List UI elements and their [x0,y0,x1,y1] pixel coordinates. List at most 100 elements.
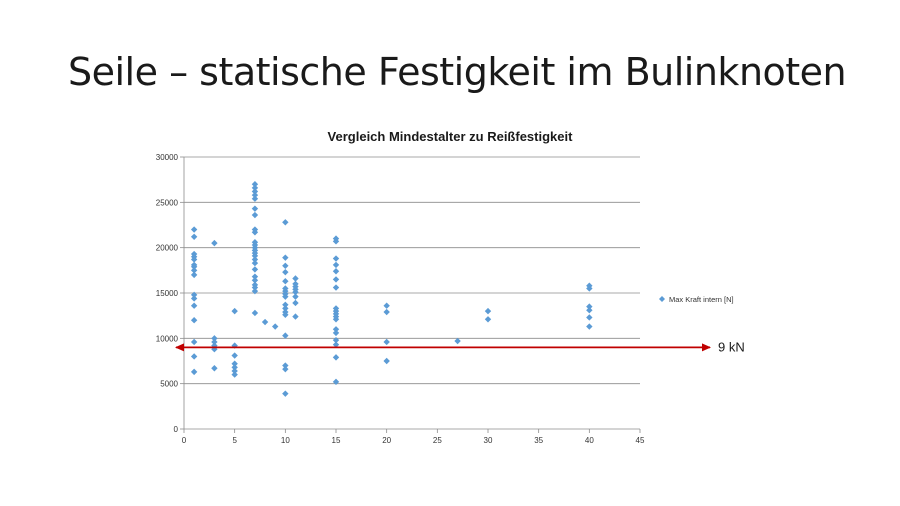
data-point [231,360,238,367]
data-point [332,336,340,344]
data-point [261,318,269,326]
data-point [251,195,259,202]
data-point [332,255,340,262]
data-point [292,293,299,300]
data-point [454,337,461,345]
data-point [282,293,289,300]
data-point [586,285,593,292]
x-tick-label: 45 [636,436,645,445]
x-tick-label: 5 [232,436,237,445]
data-point [251,284,259,291]
data-point [332,378,340,386]
data-point [586,323,593,330]
y-tick-label: 15000 [156,289,179,298]
data-point [231,352,238,359]
data-point [282,365,289,373]
data-point [292,288,299,296]
y-tick-label: 30000 [156,153,179,162]
data-point [251,205,259,212]
data-point [251,188,259,195]
data-point [251,259,259,267]
data-points [190,181,593,397]
y-tick-label: 20000 [156,244,179,253]
x-tick-label: 25 [433,436,442,445]
grid [184,156,640,385]
data-point [251,273,259,280]
data-point [383,338,390,346]
data-point [190,256,198,263]
slide-title: Seile – statische Festigkeit im Bulinkno… [68,50,847,94]
data-point [251,277,259,284]
threshold-annotation: 9 kN [175,339,745,354]
data-point [190,368,198,376]
data-point [332,268,340,275]
x-tick-label: 10 [281,436,290,445]
data-point [211,365,218,372]
y-tick-label: 25000 [156,198,179,207]
data-point [332,316,340,323]
legend-label: Max Kraft intern [N] [669,295,734,304]
x-tick-label: 35 [534,436,543,445]
data-point [190,302,198,309]
data-point [332,354,340,361]
data-point [272,323,279,330]
data-point [251,266,259,273]
data-point [586,303,593,310]
data-point [190,233,198,240]
axes: 0 5000 10000 15000 20000 25000 30000 0 5 10 15 20 25… [156,153,645,445]
data-point [332,276,340,283]
data-point [332,261,340,269]
data-point [251,252,259,260]
data-point [332,238,340,245]
data-point [190,226,198,233]
data-point [190,291,198,299]
x-tick-label: 40 [585,436,594,445]
data-point [282,362,289,369]
data-point [282,390,289,397]
x-tick-label: 30 [484,436,493,445]
x-tick-label: 0 [182,436,187,445]
data-point [190,295,198,302]
data-point [332,284,340,291]
data-point [231,307,238,315]
data-point [282,311,289,318]
data-point [251,229,259,236]
data-point [190,317,198,324]
data-point [282,268,289,276]
data-point [231,364,238,371]
chart-title: Vergleich Mindestalter zu Reißfestigkeit [328,129,574,144]
data-point [586,314,593,321]
data-point [211,335,218,342]
data-point [231,367,238,375]
data-point [282,278,289,285]
threshold-label: 9 kN [718,339,745,354]
data-point [251,211,259,219]
data-point [282,305,289,312]
data-point [292,275,299,282]
y-tick-label: 0 [174,425,179,434]
data-point [190,267,198,274]
data-point [251,181,259,188]
y-tick-label: 10000 [156,334,179,343]
data-point [484,307,492,315]
data-point [484,316,492,323]
data-point [292,313,299,320]
data-point [211,239,218,247]
x-tick-label: 20 [382,436,391,445]
data-point [231,371,238,378]
data-point [332,326,340,333]
data-point [282,254,289,261]
y-tick-label: 5000 [160,380,178,389]
data-point [383,308,390,316]
data-point [292,299,299,307]
data-point [383,302,390,309]
x-tick-label: 15 [332,436,341,445]
data-point [383,357,390,365]
data-point [251,256,259,263]
data-point [282,219,289,226]
data-point [332,329,340,337]
data-point [251,184,259,192]
data-point [282,262,289,269]
data-point [251,191,259,199]
